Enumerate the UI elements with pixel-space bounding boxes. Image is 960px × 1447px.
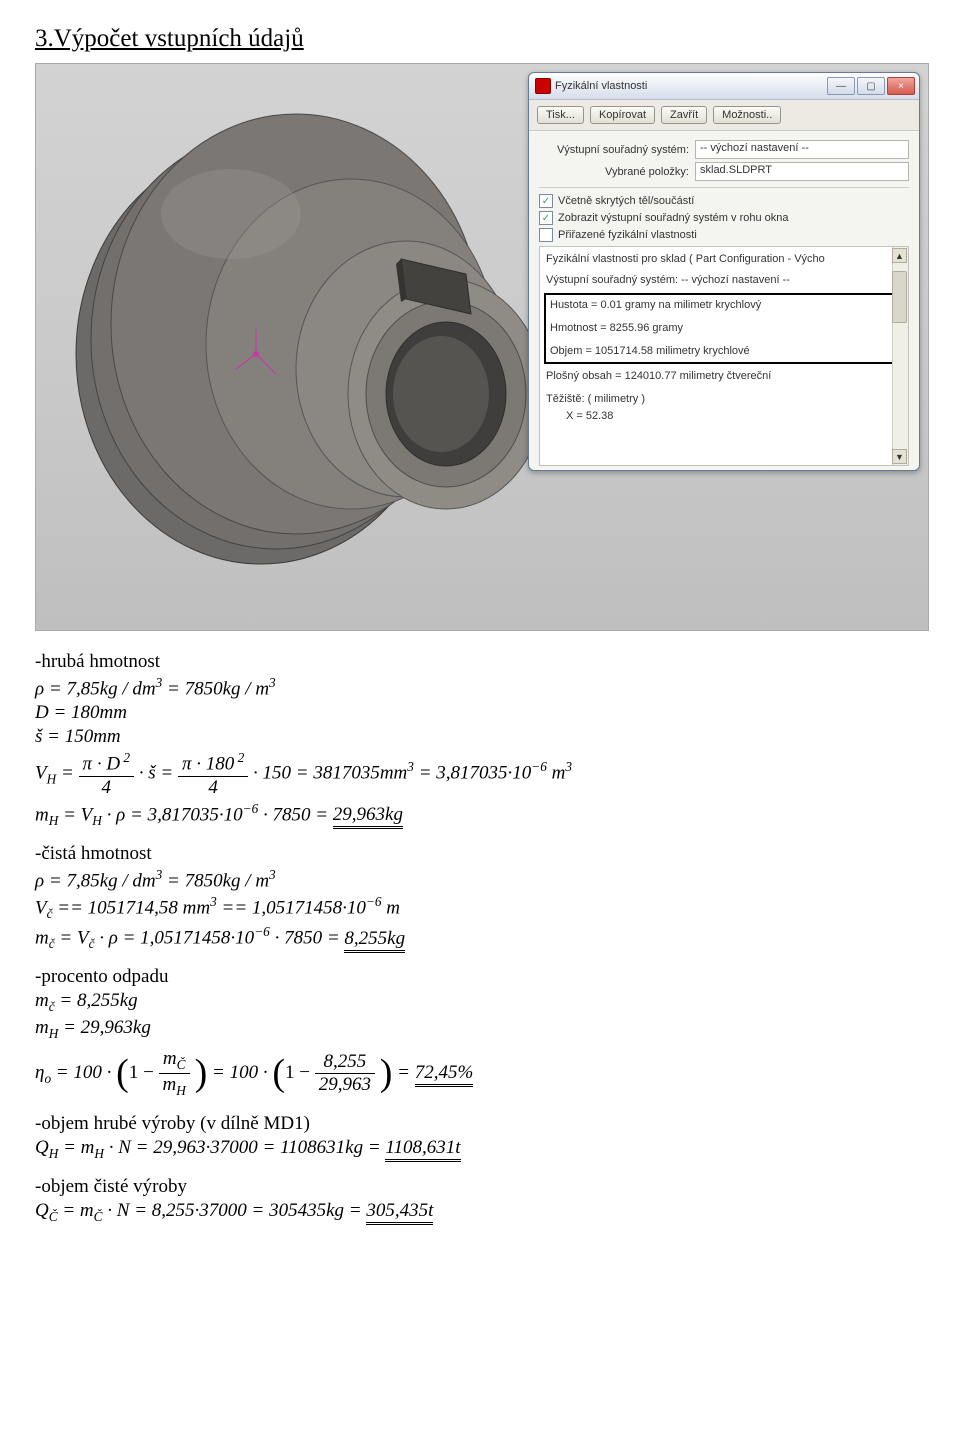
- assigned-props-checkbox[interactable]: [539, 228, 553, 242]
- sec3-f2: mH = 29,963kg: [35, 1017, 925, 1042]
- sec1-title: -hrubá hmotnost: [35, 651, 925, 673]
- divider: [539, 187, 909, 188]
- scroll-down-icon[interactable]: ▼: [892, 449, 907, 464]
- density-text: Hustota = 0.01 gramy na milimetr krychlo…: [550, 297, 898, 314]
- mass-props-dialog: Fyzikální vlastnosti — ▢ × Tisk... Kopír…: [528, 72, 920, 471]
- sec2-f1: ρ = 7,85kg / dm3 = 7850kg / m3: [35, 867, 925, 892]
- selected-items-label: Vybrané položky:: [539, 166, 695, 178]
- centroid-title-text: Těžiště: ( milimetry ): [546, 391, 902, 408]
- assigned-props-label: Přiřazené fyzikální vlastnosti: [558, 229, 697, 241]
- results-panel: Fyzikální vlastnosti pro sklad ( Part Co…: [539, 246, 909, 466]
- sec2-title: -čistá hmotnost: [35, 843, 925, 865]
- show-coord-checkbox[interactable]: ✓: [539, 211, 553, 225]
- close-button[interactable]: Zavřít: [661, 106, 707, 124]
- app-icon: [535, 78, 551, 94]
- sec1-f1: ρ = 7,85kg / dm3 = 7850kg / m3: [35, 675, 925, 700]
- sec3-f3: ηo = 100 · (1 − mČmH ) = 100 · (1 − 8,25…: [35, 1044, 925, 1099]
- sec1-f5: mH = VH · ρ = 3,817035·10−6 · 7850 = 29,…: [35, 801, 925, 829]
- sec2-f3: mč = Vč · ρ = 1,05171458·10−6 · 7850 = 8…: [35, 924, 925, 952]
- sec2-f2: Vč == 1051714,58 mm3 == 1,05171458·10−6 …: [35, 894, 925, 922]
- sec4-f1: QH = mH · N = 29,963·37000 = 1108631kg =…: [35, 1137, 925, 1162]
- surface-text: Plošný obsah = 124010.77 milimetry čtver…: [546, 368, 902, 385]
- sec1-f3: š = 150mm: [35, 726, 925, 748]
- highlighted-results: Hustota = 0.01 gramy na milimetr krychlo…: [544, 293, 904, 364]
- scrollbar[interactable]: ▲ ▼: [892, 247, 908, 465]
- print-button[interactable]: Tisk...: [537, 106, 584, 124]
- sec1-f2: D = 180mm: [35, 702, 925, 724]
- show-coord-label: Zobrazit výstupní souřadný systém v rohu…: [558, 212, 789, 224]
- dialog-title-text: Fyzikální vlastnosti: [555, 80, 647, 92]
- sec4-title: -objem hrubé výroby (v dílně MD1): [35, 1113, 925, 1135]
- sec3-title: -procento odpadu: [35, 966, 925, 988]
- coord-system-label: Výstupní souřadný systém:: [539, 144, 695, 156]
- cad-screenshot: Fyzikální vlastnosti — ▢ × Tisk... Kopír…: [35, 63, 929, 631]
- hidden-bodies-checkbox[interactable]: ✓: [539, 194, 553, 208]
- sec5-f1: QČ = mČ · N = 8,255·37000 = 305435kg = 3…: [35, 1200, 925, 1225]
- dialog-toolbar: Tisk... Kopírovat Zavřít Možnosti..: [529, 100, 919, 131]
- coord-system-dropdown[interactable]: -- výchozí nastavení --: [695, 140, 909, 159]
- scroll-thumb[interactable]: [892, 271, 907, 323]
- volume-text: Objem = 1051714.58 milimetry krychlové: [550, 343, 898, 360]
- maximize-button[interactable]: ▢: [857, 77, 885, 95]
- props-title-text: Fyzikální vlastnosti pro sklad ( Part Co…: [546, 251, 902, 268]
- props-coord-text: Výstupní souřadný systém: -- výchozí nas…: [546, 272, 902, 289]
- part-3d-view: [46, 74, 576, 614]
- sec3-f1: mč = 8,255kg: [35, 990, 925, 1015]
- copy-button[interactable]: Kopírovat: [590, 106, 655, 124]
- sec5-title: -objem čisté výroby: [35, 1176, 925, 1198]
- minimize-button[interactable]: —: [827, 77, 855, 95]
- scroll-up-icon[interactable]: ▲: [892, 248, 907, 263]
- sec1-f4: VH = π · D 24 · š = π · 180 24 · 150 = 3…: [35, 750, 925, 798]
- close-window-button[interactable]: ×: [887, 77, 915, 95]
- selected-items-field[interactable]: sklad.SLDPRT: [695, 162, 909, 181]
- options-button[interactable]: Možnosti..: [713, 106, 781, 124]
- dialog-titlebar[interactable]: Fyzikální vlastnosti — ▢ ×: [529, 73, 919, 100]
- hidden-bodies-label: Včetně skrytých těl/součástí: [558, 195, 694, 207]
- centroid-x-text: X = 52.38: [546, 408, 902, 425]
- page-heading: 3.Výpočet vstupních údajů: [35, 25, 925, 53]
- mass-text: Hmotnost = 8255.96 gramy: [550, 320, 898, 337]
